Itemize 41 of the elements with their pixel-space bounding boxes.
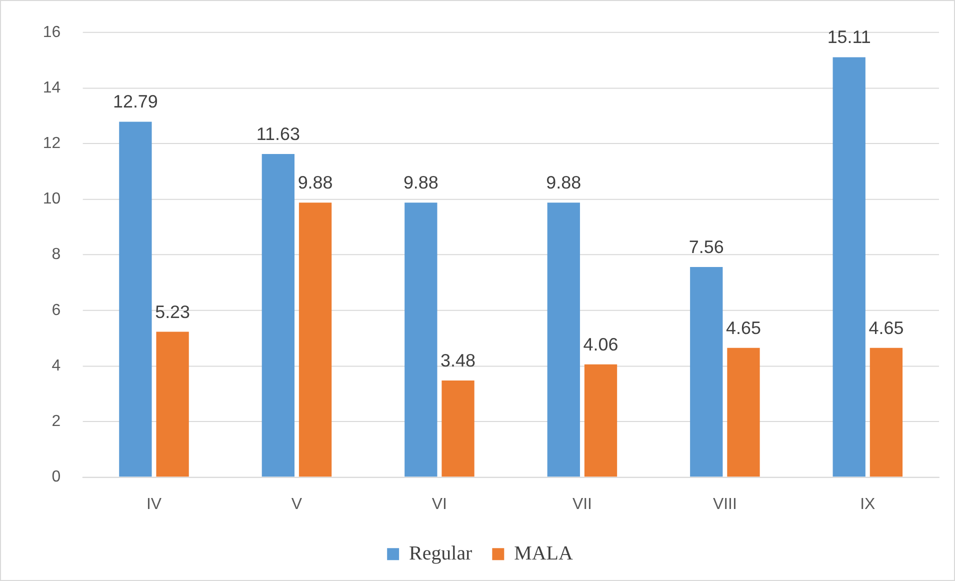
data-label: 15.11 <box>827 27 871 48</box>
y-tick-label: 12 <box>42 135 61 152</box>
data-label: 5.23 <box>155 302 190 322</box>
bar <box>690 267 723 477</box>
bar <box>727 348 760 477</box>
bar <box>442 380 474 477</box>
data-label: 12.79 <box>112 92 158 112</box>
bar <box>832 57 866 477</box>
bar <box>119 122 152 477</box>
y-tick-label: 14 <box>42 79 61 96</box>
y-tick-label: 16 <box>42 24 61 41</box>
bar <box>262 154 294 477</box>
y-tick-label: 0 <box>52 468 61 486</box>
bar <box>404 202 438 477</box>
y-tick-label: 10 <box>42 190 61 208</box>
legend-label: Regular <box>409 542 473 564</box>
data-label: 4.65 <box>868 318 904 338</box>
y-tick-label: 2 <box>52 412 61 430</box>
data-label: 9.88 <box>403 172 438 193</box>
x-tick-label: VIII <box>712 496 737 514</box>
data-label: 4.06 <box>583 334 618 354</box>
data-label: 7.56 <box>688 237 724 258</box>
x-tick-label: V <box>291 496 302 514</box>
data-label: 3.48 <box>440 350 476 370</box>
y-tick-label: 6 <box>52 302 61 319</box>
x-tick-label: VI <box>432 496 447 514</box>
data-label: 11.63 <box>256 124 300 144</box>
y-tick-label: 4 <box>52 357 61 374</box>
bar <box>156 332 189 477</box>
y-tick-label: 8 <box>52 246 61 264</box>
x-tick-label: IX <box>860 496 876 514</box>
x-tick-label: VII <box>572 496 592 514</box>
data-label: 9.88 <box>298 172 333 193</box>
data-label: 9.88 <box>546 172 582 193</box>
bar <box>547 202 580 477</box>
bar <box>298 202 332 477</box>
bar <box>870 348 903 477</box>
bar <box>584 364 618 477</box>
x-tick-label: IV <box>146 496 162 514</box>
data-label: 4.65 <box>726 318 761 338</box>
legend-label: MALA <box>514 542 574 564</box>
